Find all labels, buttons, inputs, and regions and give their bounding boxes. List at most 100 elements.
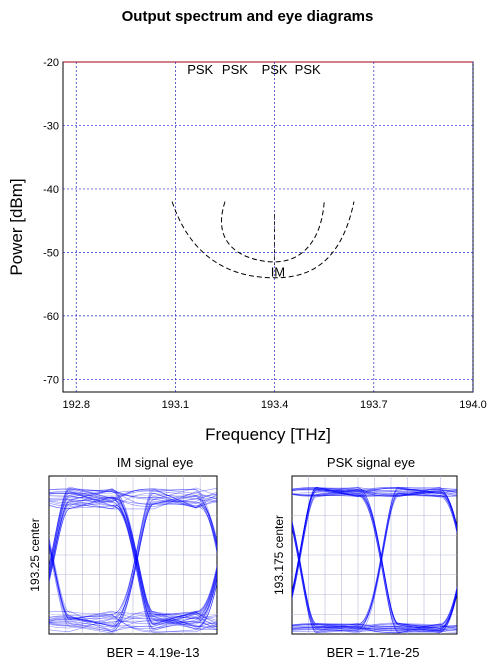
eye-trace — [49, 497, 217, 618]
eye-trace — [292, 624, 457, 632]
eye-trace — [292, 487, 457, 634]
eye-trace — [49, 488, 217, 628]
eye-trace — [292, 489, 457, 632]
y-tick-label: -40 — [43, 184, 59, 196]
eye-trace — [292, 592, 457, 629]
eye-trace — [49, 492, 217, 625]
eye-trace — [49, 487, 217, 574]
eye-trace — [49, 490, 217, 630]
eye-trace — [49, 536, 217, 633]
eye-trace — [292, 486, 457, 626]
psk-eye-grid — [292, 476, 457, 634]
eye-trace — [292, 626, 457, 634]
eye-trace — [49, 613, 217, 632]
eye-trace — [49, 566, 217, 627]
x-tick-label: 194.0 — [459, 399, 487, 411]
eye-trace — [292, 487, 457, 496]
eye-trace — [49, 496, 217, 634]
spectrum-plot-area — [62, 61, 474, 393]
eye-trace — [292, 624, 457, 631]
eye-trace — [292, 489, 457, 628]
eye-trace — [49, 490, 217, 583]
eye-trace — [292, 491, 457, 628]
eye-trace — [292, 486, 457, 597]
eye-trace — [49, 488, 217, 503]
eye-trace — [292, 488, 457, 529]
psk-eye-title: PSK signal eye — [327, 455, 415, 470]
eye-trace — [292, 493, 457, 633]
x-tick-label: 193.1 — [162, 399, 190, 411]
eye-trace — [292, 487, 457, 628]
eye-trace — [49, 500, 217, 617]
eye-trace — [49, 547, 217, 627]
im-envelope-line — [171, 201, 355, 279]
spectrum-x-axis-label: Frequency [THz] — [205, 425, 331, 444]
eye-trace — [49, 488, 217, 624]
eye-trace — [49, 497, 217, 625]
im-eye-title: IM signal eye — [117, 455, 194, 470]
eye-trace — [49, 545, 217, 630]
eye-trace — [49, 616, 217, 629]
eye-trace — [49, 499, 217, 632]
eye-trace — [292, 487, 457, 626]
spectrum-y-axis-label: Power [dBm] — [7, 178, 26, 275]
eye-trace — [49, 492, 217, 621]
eye-trace — [49, 492, 217, 625]
eye-trace — [292, 626, 457, 631]
eye-trace — [49, 488, 217, 569]
x-tick-label: 193.7 — [360, 399, 388, 411]
eye-trace — [292, 590, 457, 631]
eye-trace — [292, 487, 457, 593]
eye-trace — [49, 496, 217, 585]
x-tick-label: 193.4 — [261, 399, 289, 411]
eye-trace — [49, 541, 217, 631]
eye-trace — [49, 488, 217, 620]
eye-trace — [292, 487, 457, 530]
eye-trace — [49, 490, 217, 549]
im-eye-ber: BER = 4.19e-13 — [107, 645, 200, 660]
eye-trace — [292, 486, 457, 600]
eye-trace — [49, 500, 217, 627]
eye-trace — [292, 486, 457, 594]
eye-trace — [292, 487, 457, 600]
eye-trace — [49, 489, 217, 630]
eye-trace — [292, 521, 457, 634]
eye-trace — [292, 489, 457, 598]
eye-trace — [292, 488, 457, 633]
annotation-psk: PSK — [222, 62, 248, 77]
eye-trace — [292, 487, 457, 496]
eye-trace — [292, 487, 457, 497]
eye-trace — [49, 495, 217, 633]
psk-eye-ber: BER = 1.71e-25 — [327, 645, 420, 660]
eye-trace — [292, 492, 457, 634]
eye-trace — [49, 502, 217, 632]
im-eye-y-label: 193.25 center — [28, 518, 42, 591]
eye-trace — [49, 488, 217, 507]
eye-trace — [49, 616, 217, 630]
eye-trace — [292, 486, 457, 594]
eye-trace — [292, 489, 457, 498]
eye-trace — [292, 491, 457, 634]
x-tick-label: 192.8 — [62, 399, 90, 411]
eye-trace — [292, 489, 457, 632]
eye-trace — [292, 526, 457, 633]
eye-trace — [49, 495, 217, 627]
eye-trace — [49, 544, 217, 630]
annotation-psk: PSK — [295, 62, 321, 77]
eye-trace — [49, 486, 217, 567]
spectrum-annotations: PSK PSK PSK PSK IM — [187, 62, 321, 279]
annotation-psk: PSK — [262, 62, 288, 77]
eye-trace — [49, 496, 217, 630]
im-eye-chart: IM signal eye 193.25 center BER = 4.19e-… — [28, 455, 218, 660]
eye-trace — [292, 489, 457, 528]
spectrum-y-ticks: -20 -30 -40 -50 -60 -70 — [43, 57, 59, 386]
y-tick-label: -70 — [43, 374, 59, 386]
eye-trace — [292, 519, 457, 633]
eye-trace — [292, 486, 457, 592]
eye-trace — [292, 486, 457, 597]
eye-trace — [292, 489, 457, 629]
spectrum-x-ticks: 192.8 193.1 193.4 193.7 194.0 — [62, 399, 486, 411]
psk-eye-traces — [292, 486, 457, 634]
eye-trace — [49, 572, 217, 625]
